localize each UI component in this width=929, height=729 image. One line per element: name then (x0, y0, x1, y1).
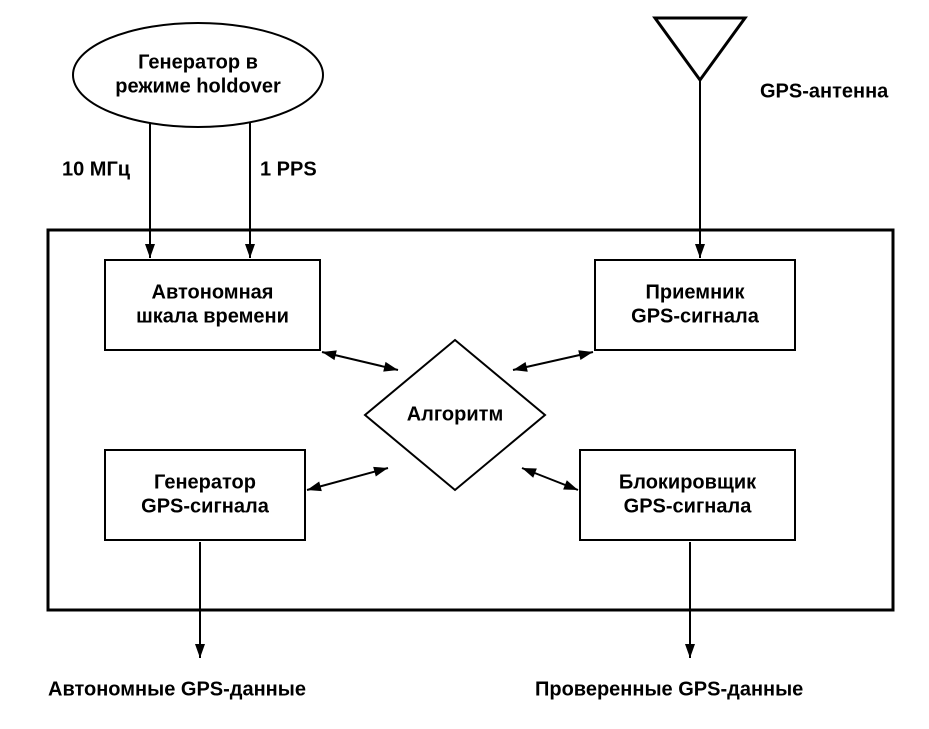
arrowhead (145, 244, 155, 258)
arrowhead (695, 244, 705, 258)
antenna-icon (655, 18, 745, 80)
arrowhead (322, 350, 337, 360)
generator_holdover-text-line-0: Генератор в (138, 51, 258, 73)
arrowhead (307, 482, 322, 492)
gps_generator-text-line-1: GPS-сигнала (141, 495, 270, 517)
label-autonomous_data: Автономные GPS-данные (48, 678, 306, 700)
arrowhead (522, 468, 537, 478)
gps_receiver-text-line-1: GPS-сигнала (631, 305, 760, 327)
gps_blocker-text-line-0: Блокировщик (619, 471, 757, 493)
arrowhead (563, 480, 578, 490)
algorithm-text: Алгоритм (407, 403, 504, 425)
algorithm-text-line-0: Алгоритм (407, 403, 504, 425)
label-verified_data: Проверенные GPS-данные (535, 678, 803, 700)
gps_blocker-text-line-1: GPS-сигнала (624, 495, 753, 517)
arrowhead (685, 644, 695, 658)
generator_holdover-text-line-1: режиме holdover (115, 75, 281, 97)
arrowhead (373, 467, 388, 477)
arrowhead (383, 362, 398, 372)
gps_generator-text-line-0: Генератор (154, 471, 256, 493)
label-ten_mhz: 10 МГц (62, 158, 131, 180)
label-one_pps: 1 PPS (260, 158, 317, 180)
arrowhead (245, 244, 255, 258)
label-gps_antenna: GPS-антенна (760, 80, 889, 102)
autonomous_time-text-line-0: Автономная (152, 281, 274, 303)
autonomous_time-text-line-1: шкала времени (136, 305, 289, 327)
gps_receiver-text-line-0: Приемник (646, 281, 746, 303)
arrowhead (195, 644, 205, 658)
